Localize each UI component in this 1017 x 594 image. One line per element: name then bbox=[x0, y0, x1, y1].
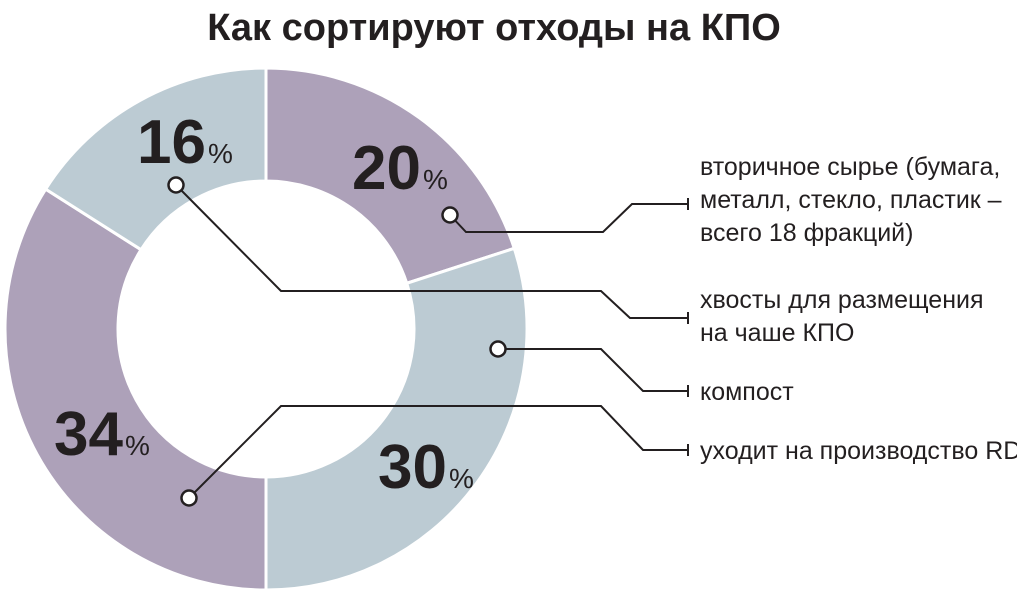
leader-line-30 bbox=[498, 348, 688, 392]
legend-entry-20-line-1: вторичное сырье (бумага, bbox=[700, 153, 1000, 181]
percent-label-16: 16% bbox=[137, 108, 233, 177]
leader-dot-34 bbox=[180, 489, 198, 507]
percent-label-34: 34% bbox=[54, 400, 150, 469]
percent-label-30: 30% bbox=[378, 433, 474, 502]
chart-title: Как сортируют отходы на КПО bbox=[207, 7, 781, 49]
leader-dot-16 bbox=[167, 176, 185, 194]
legend: вторичное сырье (бумага, металл, стекло, … bbox=[700, 153, 1017, 465]
legend-entry-20-line-2: металл, стекло, пластик – bbox=[700, 186, 1002, 214]
donut-segment-20 bbox=[264, 66, 517, 286]
legend-entry-30-line-1: компост bbox=[700, 378, 794, 406]
donut-segment-16 bbox=[43, 66, 268, 252]
leader-dot-20 bbox=[441, 206, 459, 224]
legend-entry-34-line-1: уходит на производство RDF bbox=[700, 437, 1017, 465]
donut-segment-34 bbox=[3, 187, 268, 592]
legend-entry-20-line-3: всего 18 фракций) bbox=[700, 219, 913, 247]
donut-segment-30 bbox=[264, 246, 529, 592]
leader-lines bbox=[167, 176, 689, 507]
legend-entry-16-line-2: на чаше КПО bbox=[700, 319, 854, 347]
leader-dot-30 bbox=[489, 340, 507, 358]
donut-segments bbox=[3, 66, 529, 592]
legend-entry-16-line-1: хвосты для размещения bbox=[700, 286, 984, 314]
percent-label-20: 20% bbox=[352, 134, 448, 203]
leader-line-34 bbox=[188, 405, 688, 499]
percent-labels: 20% 30% 34% 16% bbox=[54, 108, 474, 502]
leader-line-20 bbox=[449, 203, 688, 233]
leader-line-16 bbox=[175, 184, 688, 319]
